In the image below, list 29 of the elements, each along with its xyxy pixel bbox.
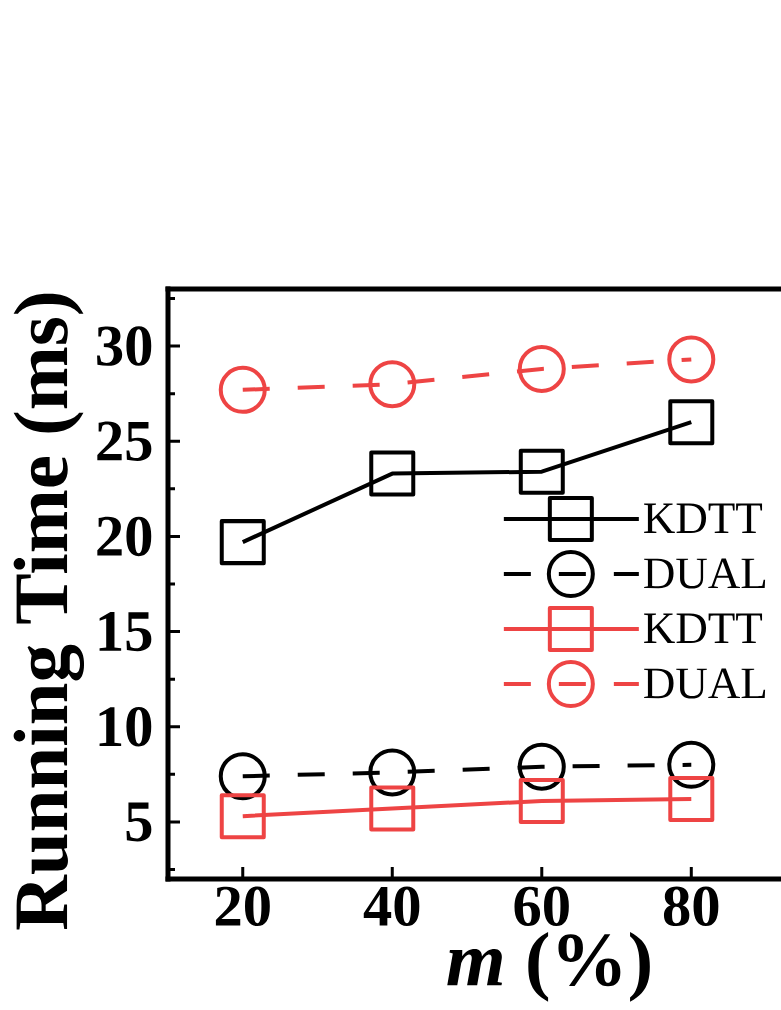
x-tick-label: 60 [514,886,569,927]
point [667,740,716,789]
point [518,777,565,824]
y-tick-label: 25 [97,421,152,461]
x-tick-label: 40 [363,886,420,927]
point [219,519,266,566]
y-tick-label: 15 [99,611,152,652]
point [517,344,566,393]
point [668,399,715,446]
x-axis-title: m (%) [447,931,650,1002]
y-axis-title: Running Time (ms) [13,293,85,930]
point [369,450,416,497]
x-tick-label: 20 [215,886,270,927]
point [517,742,566,791]
y-tick-label: 5 [126,802,152,842]
point [518,448,565,495]
y-tick-label: 10 [99,706,152,747]
point [219,793,266,840]
legend-label: DUAL [644,668,766,699]
legend-label: DUAL [644,558,766,589]
x-tick-label: 80 [663,886,719,927]
y-tick-label: 30 [97,326,152,366]
point [668,776,715,823]
legend-label: KDTT [644,613,763,644]
point [368,360,417,409]
legend-label: KDTT [644,503,763,534]
y-tick-label: 20 [97,516,152,557]
point [369,785,416,832]
point [667,335,716,384]
